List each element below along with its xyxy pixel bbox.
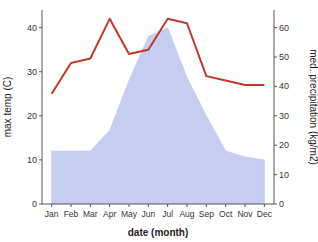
y2-tick	[274, 57, 277, 58]
x-axis	[42, 204, 274, 205]
x-tick-label: Jun	[141, 209, 155, 219]
y2-tick-label: 20	[279, 140, 289, 150]
x-tick-label: May	[121, 209, 138, 219]
x-tick	[264, 204, 265, 207]
x-tick	[129, 204, 130, 207]
y-tick	[39, 71, 42, 72]
y-tick-label: 10	[27, 155, 37, 165]
y-axis-label: max temp (C)	[2, 77, 13, 138]
x-tick	[51, 204, 52, 207]
y-tick	[39, 115, 42, 116]
y2-tick-label: 30	[279, 111, 289, 121]
x-tick-label: Oct	[219, 209, 233, 219]
y2-tick	[274, 115, 277, 116]
y2-tick-label: 50	[279, 52, 289, 62]
y2-tick-label: 60	[279, 23, 289, 33]
x-tick-label: Dec	[257, 209, 273, 219]
x-tick-label: Jan	[45, 209, 59, 219]
x-tick	[225, 204, 226, 207]
y-tick-label: 20	[27, 111, 37, 121]
left-axis	[42, 10, 43, 204]
x-tick	[90, 204, 91, 207]
y-tick-label: 40	[27, 23, 37, 33]
y2-tick-label: 10	[279, 170, 289, 180]
x-tick	[71, 204, 72, 207]
x-tick	[167, 204, 168, 207]
x-tick-label: Aug	[179, 209, 194, 219]
y-tick-label: 0	[32, 199, 37, 209]
y2-tick-label: 0	[279, 199, 284, 209]
x-tick-label: Nov	[237, 209, 253, 219]
x-tick	[148, 204, 149, 207]
x-tick-label: Feb	[64, 209, 79, 219]
y-tick-label: 30	[27, 67, 37, 77]
x-tick-label: Jul	[162, 209, 173, 219]
y2-tick	[274, 204, 277, 205]
x-tick	[245, 204, 246, 207]
y2-tick	[274, 145, 277, 146]
x-tick-label: Apr	[103, 209, 116, 219]
temp-line	[52, 19, 265, 94]
y2-tick-label: 40	[279, 81, 289, 91]
x-tick-label: Mar	[83, 209, 98, 219]
x-tick	[206, 204, 207, 207]
y2-tick	[274, 27, 277, 28]
y-tick	[39, 159, 42, 160]
x-tick	[187, 204, 188, 207]
x-axis-label: date (month)	[128, 227, 189, 238]
y2-axis-label: med. precipitation (kg/m2)	[308, 49, 318, 165]
y-tick	[39, 204, 42, 205]
plot-area	[52, 19, 265, 204]
x-tick	[109, 204, 110, 207]
x-tick-label: Sep	[199, 209, 214, 219]
y-tick	[39, 27, 42, 28]
y2-tick	[274, 86, 277, 87]
precip-area	[52, 28, 265, 204]
y2-tick	[274, 174, 277, 175]
chart: 0 10 20 30 40 0 10 20 30 40 50 60 Jan Feb Mar Apr MayJun…	[0, 0, 318, 242]
